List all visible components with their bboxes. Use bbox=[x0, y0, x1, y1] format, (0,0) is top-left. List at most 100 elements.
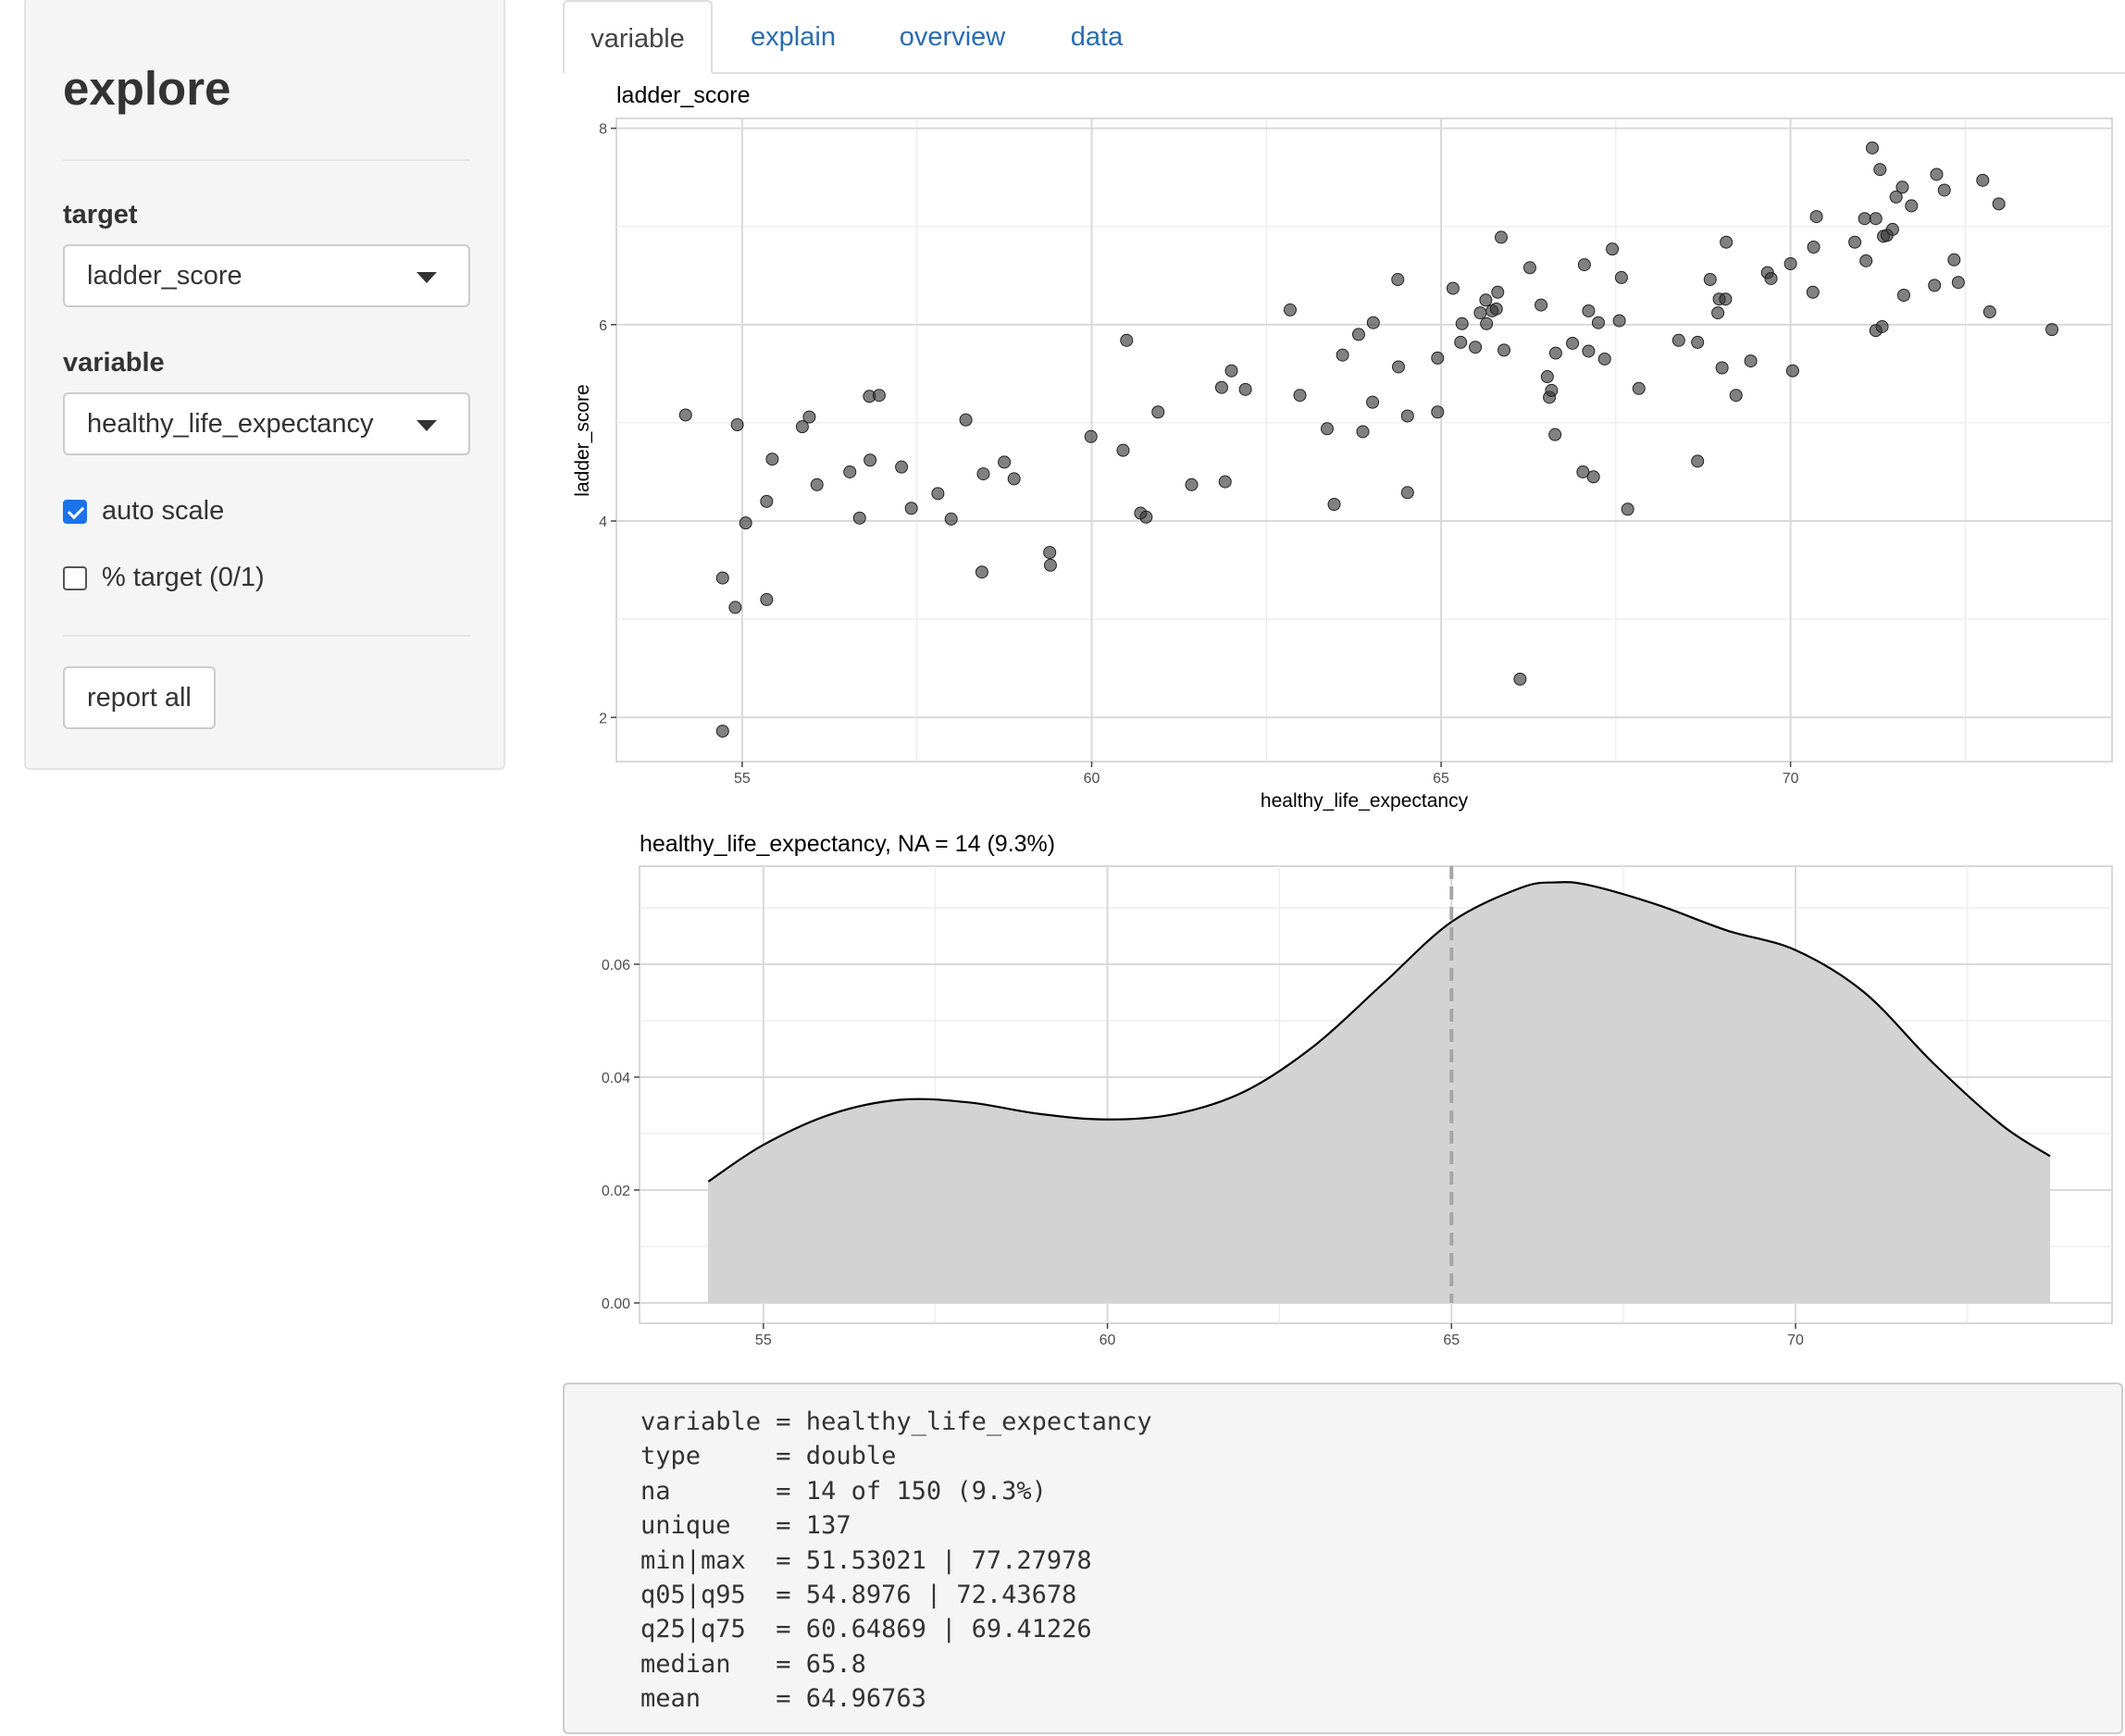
scatter-point bbox=[931, 487, 945, 501]
scatter-point bbox=[1238, 382, 1252, 396]
scatter-points bbox=[678, 141, 2059, 738]
scatter-y-tick-label: 2 bbox=[599, 711, 607, 726]
scatter-point bbox=[1905, 199, 1919, 213]
scatter-point bbox=[1880, 229, 1894, 242]
scatter-point bbox=[1992, 197, 2006, 211]
scatter-point bbox=[1043, 545, 1057, 559]
scatter-point bbox=[863, 390, 876, 403]
scatter-point bbox=[1873, 163, 1887, 177]
scatter-point bbox=[944, 512, 958, 526]
scatter-ticks: 55 60 65 70 2 4 6 8 bbox=[599, 122, 1799, 787]
pct-target-option[interactable]: % target (0/1) bbox=[63, 563, 265, 593]
scatter-point bbox=[1951, 276, 1965, 290]
density-x-tick-label: 55 bbox=[755, 1333, 772, 1348]
scatter-point bbox=[1454, 335, 1468, 349]
scatter-point bbox=[1869, 212, 1883, 226]
scatter-point bbox=[1691, 335, 1705, 349]
scatter-point bbox=[1185, 477, 1199, 491]
tab-baseline bbox=[563, 72, 2125, 74]
scatter-point bbox=[2045, 323, 2059, 337]
scatter-point bbox=[1858, 212, 1871, 226]
scatter-point bbox=[1084, 429, 1098, 443]
scatter-point bbox=[872, 389, 886, 403]
scatter-point bbox=[1007, 472, 1021, 486]
scatter-point bbox=[1522, 261, 1536, 275]
scatter-point bbox=[975, 565, 988, 579]
scatter-point bbox=[1218, 475, 1232, 489]
auto-scale-option[interactable]: auto scale bbox=[63, 496, 224, 527]
scatter-y-tick-label: 6 bbox=[599, 318, 607, 334]
scatter-point bbox=[1612, 314, 1626, 328]
scatter-point bbox=[730, 418, 744, 432]
scatter-point bbox=[739, 516, 752, 530]
summary-line: min|max = 51.53021 | 77.27978 bbox=[640, 1545, 1092, 1575]
scatter-point bbox=[1120, 333, 1134, 347]
scatter-point bbox=[810, 477, 824, 491]
summary-line: variable = healthy_life_expectancy bbox=[640, 1407, 1152, 1436]
tab-explain[interactable]: explain bbox=[751, 22, 836, 52]
density-x-tick-label: 70 bbox=[1787, 1333, 1804, 1348]
scatter-point bbox=[1885, 222, 1899, 236]
density-curve bbox=[707, 881, 2051, 1183]
variable-label: variable bbox=[63, 348, 165, 378]
tab-data[interactable]: data bbox=[1070, 22, 1124, 52]
scatter-point bbox=[1548, 428, 1562, 441]
scatter-point bbox=[1576, 465, 1590, 478]
scatter-point bbox=[760, 592, 774, 606]
density-area bbox=[707, 866, 2051, 1303]
summary-line: q25|q75 = 60.64869 | 69.41226 bbox=[640, 1615, 1092, 1644]
auto-scale-checkbox[interactable] bbox=[63, 499, 87, 524]
scatter-point bbox=[1473, 306, 1487, 320]
scatter-point bbox=[1327, 498, 1341, 511]
summary-line: na = 14 of 150 (9.3%) bbox=[640, 1476, 1047, 1506]
scatter-y-axis-label: ladder_score bbox=[572, 384, 593, 496]
scatter-x-tick-label: 55 bbox=[734, 771, 751, 787]
scatter-point bbox=[1807, 241, 1821, 254]
pct-target-label: % target (0/1) bbox=[102, 563, 265, 592]
scatter-y-tick-label: 4 bbox=[599, 515, 607, 530]
scatter-point bbox=[1930, 167, 1944, 181]
scatter-point bbox=[1391, 273, 1405, 287]
scatter-point bbox=[1548, 346, 1562, 360]
scatter-point bbox=[1586, 470, 1600, 484]
scatter-point bbox=[1139, 510, 1153, 524]
scatter-y-tick-label: 8 bbox=[599, 122, 607, 138]
scatter-point bbox=[1400, 486, 1414, 500]
scatter-point bbox=[1043, 558, 1057, 572]
tab-variable[interactable]: variable bbox=[563, 0, 713, 74]
scatter-point bbox=[1729, 389, 1743, 403]
report-all-button[interactable]: report all bbox=[63, 666, 216, 729]
scatter-point bbox=[1489, 302, 1503, 316]
target-select[interactable]: ladder_score bbox=[63, 244, 470, 307]
scatter-point bbox=[1446, 281, 1460, 295]
scatter-point bbox=[1597, 352, 1611, 366]
scatter-point bbox=[1336, 348, 1349, 362]
scatter-point bbox=[1744, 354, 1758, 368]
summary-line: type = double bbox=[640, 1442, 897, 1471]
tab-overview[interactable]: overview bbox=[899, 22, 1006, 52]
scatter-point bbox=[1540, 370, 1554, 384]
scatter-x-axis-label: healthy_life_expectancy bbox=[1261, 790, 1469, 812]
density-grid bbox=[639, 865, 2113, 1324]
scatter-point bbox=[1356, 425, 1370, 439]
scatter-point bbox=[976, 467, 990, 481]
variable-select[interactable]: healthy_life_expectancy bbox=[63, 392, 470, 455]
density-panel bbox=[639, 865, 2113, 1324]
sidebar-title: explore bbox=[63, 62, 231, 115]
scatter-point bbox=[1392, 360, 1406, 374]
target-label: target bbox=[63, 200, 138, 229]
scatter-point bbox=[715, 725, 729, 738]
scatter-point bbox=[1400, 409, 1414, 423]
scatter-point bbox=[1928, 279, 1942, 292]
scatter-point bbox=[715, 571, 729, 585]
scatter-point bbox=[1806, 285, 1820, 299]
scatter-point bbox=[1469, 341, 1483, 354]
scatter-point bbox=[959, 413, 973, 427]
scatter-point bbox=[1760, 266, 1774, 279]
density-y-tick-label: 0.00 bbox=[602, 1296, 630, 1312]
scatter-point bbox=[1577, 258, 1591, 272]
scatter-point bbox=[1543, 391, 1557, 404]
pct-target-checkbox[interactable] bbox=[63, 565, 87, 590]
scatter-point bbox=[1947, 253, 1961, 267]
scatter-point bbox=[1671, 333, 1685, 347]
